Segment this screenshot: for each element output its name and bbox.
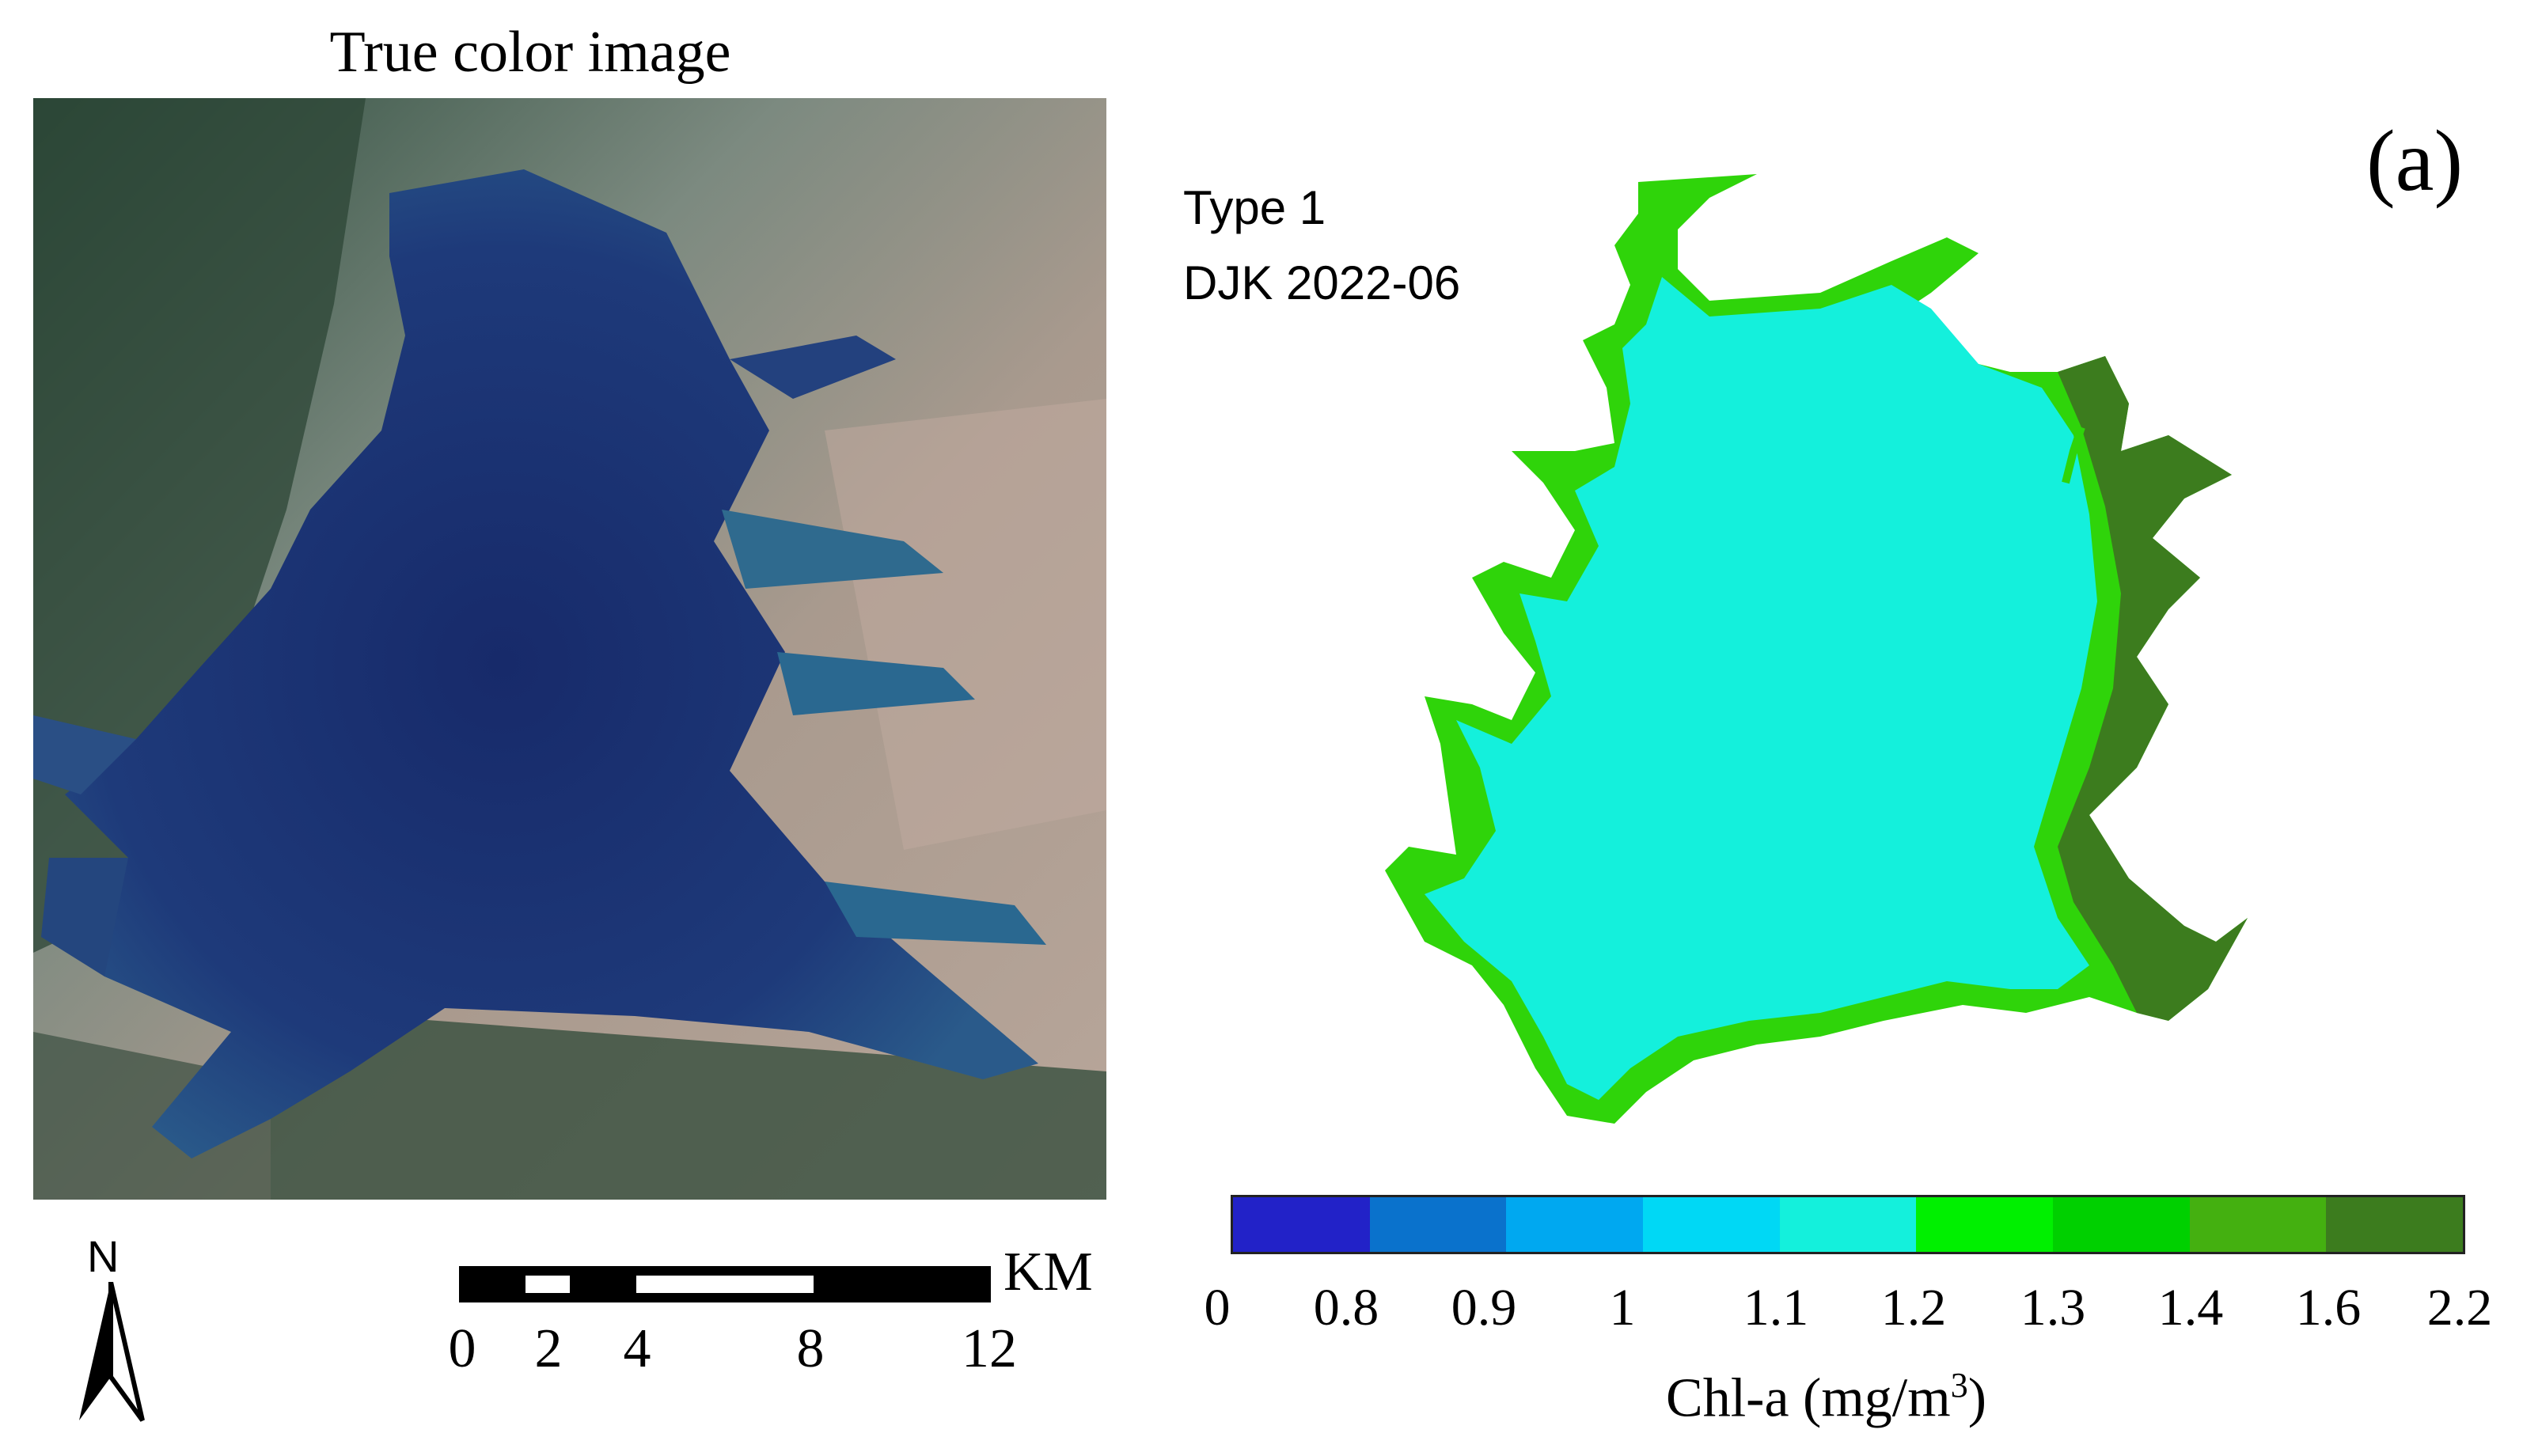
chlorophyll-map: [1385, 174, 2248, 1124]
type-label: Type 1: [1183, 181, 1326, 234]
scale-tick: 2: [534, 1318, 563, 1379]
north-label: N: [87, 1231, 120, 1281]
colorbar-tick: 1.6: [2295, 1279, 2362, 1337]
scale-tick: 4: [623, 1318, 651, 1379]
colorbar-label-close: ): [1967, 1367, 1986, 1429]
colorbar: [1231, 1195, 2465, 1254]
colorbar-tick: 1.1: [1743, 1279, 1809, 1337]
colorbar-tick: 2.2: [2426, 1279, 2493, 1337]
true-color-satellite-image: [33, 98, 1106, 1200]
panel-label: (a): [2366, 112, 2464, 209]
scale-bar: [459, 1266, 991, 1302]
north-arrow-icon: [79, 1282, 145, 1422]
colorbar-tick: 1: [1609, 1279, 1636, 1337]
colorbar-label-superscript: 3: [1950, 1366, 1968, 1405]
colorbar-tick: 0.9: [1451, 1279, 1517, 1337]
colorbar-bin: [1643, 1197, 1780, 1252]
scale-unit: KM: [1004, 1242, 1093, 1302]
date-label: DJK 2022-06: [1183, 256, 1461, 309]
colorbar-bin: [1369, 1197, 1507, 1252]
colorbar-bin: [2326, 1197, 2464, 1252]
colorbar-tick: 1.4: [2157, 1279, 2224, 1337]
colorbar-bin: [2189, 1197, 2327, 1252]
colorbar-tick: 1.2: [1880, 1279, 1947, 1337]
colorbar-tick: 0.8: [1313, 1279, 1379, 1337]
colorbar-bin: [2053, 1197, 2190, 1252]
scale-tick: 8: [796, 1318, 825, 1379]
true-color-title: True color image: [329, 20, 731, 85]
colorbar-bin: [1233, 1197, 1370, 1252]
colorbar-bin: [1916, 1197, 2054, 1252]
colorbar-bin: [1779, 1197, 1917, 1252]
colorbar-label-main: Chl-a (mg/m: [1666, 1367, 1951, 1429]
colorbar-tick: 0: [1204, 1279, 1231, 1337]
scale-tick: 0: [448, 1318, 476, 1379]
colorbar-bin: [1506, 1197, 1644, 1252]
colorbar-tick: 1.3: [2020, 1279, 2086, 1337]
colorbar-label: Chl-a (mg/m3): [1666, 1365, 1986, 1430]
scale-tick: 12: [962, 1318, 1017, 1379]
